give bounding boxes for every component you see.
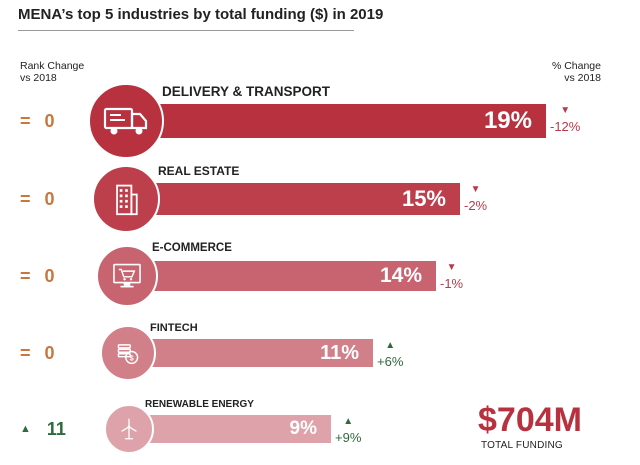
icon-circle-5 <box>104 404 154 454</box>
shopping-cart-icon <box>112 262 143 290</box>
icon-circle-1 <box>88 83 164 159</box>
rank-change-symbol: = <box>20 188 31 209</box>
bar-value-label: 19% <box>483 107 532 134</box>
bar-1: 19% <box>160 104 546 138</box>
industry-label: FINTECH <box>150 322 198 334</box>
icon-circle-2 <box>92 165 160 233</box>
pct-change-value: -1% <box>440 276 464 291</box>
rank-change-symbol: = <box>20 110 31 131</box>
industry-label: REAL ESTATE <box>158 164 240 178</box>
pct-change-5: ▲ +9% <box>335 416 362 446</box>
bar-3: 14% <box>152 261 436 291</box>
pct-change-4: ▲ +6% <box>377 340 404 370</box>
svg-text:$: $ <box>130 353 134 362</box>
industry-label: DELIVERY & TRANSPORT <box>162 84 331 99</box>
rank-change-value: 0 <box>44 265 55 286</box>
rank-change-symbol: ▲ <box>20 423 31 435</box>
bar-4: 11% <box>150 339 373 367</box>
pct-change-1: ▼ -12% <box>550 105 581 135</box>
rank-change-2: = 0 <box>20 187 90 211</box>
icon-circle-3 <box>96 245 158 307</box>
rank-change-3: = 0 <box>20 264 90 288</box>
industry-label: RENEWABLE ENERGY <box>145 399 254 410</box>
total-funding-value: $704M <box>478 401 582 439</box>
pct-change-value: +9% <box>335 430 362 445</box>
pct-change-value: +6% <box>377 354 404 369</box>
bar-value-label: 11% <box>320 341 359 364</box>
coins-icon: $ <box>115 340 140 365</box>
rank-change-4: = 0 <box>20 341 90 365</box>
building-icon <box>112 182 141 216</box>
rank-change-symbol: = <box>20 265 31 286</box>
triangle-down-icon: ▼ <box>470 184 481 195</box>
pct-change-2: ▼ -2% <box>464 184 488 214</box>
pct-change-value: -12% <box>550 119 581 134</box>
triangle-up-icon: ▲ <box>343 416 354 427</box>
bar-value-label: 14% <box>379 264 422 287</box>
pct-change-header: % Change vs 2018 <box>551 60 601 84</box>
triangle-down-icon: ▼ <box>560 105 571 116</box>
rank-change-value: 0 <box>44 110 55 131</box>
truck-icon <box>103 105 149 137</box>
bar-value-label: 15% <box>401 186 446 211</box>
rank-change-value: 11 <box>46 418 66 439</box>
icon-circle-4: $ <box>100 325 156 381</box>
pct-change-value: -2% <box>464 198 488 213</box>
triangle-up-icon: ▲ <box>385 340 396 351</box>
wind-turbine-icon <box>119 418 140 440</box>
rank-change-1: = 0 <box>20 109 90 133</box>
title-divider <box>18 30 354 31</box>
rank-change-value: 0 <box>44 188 55 209</box>
bar-2: 15% <box>155 183 460 215</box>
bar-value-label: 9% <box>289 418 317 439</box>
rank-change-5: ▲ 11 <box>20 417 90 441</box>
rank-change-value: 0 <box>44 342 55 363</box>
industry-label: E-COMMERCE <box>152 242 232 254</box>
rank-change-header: Rank Change vs 2018 <box>20 60 85 84</box>
rank-change-symbol: = <box>20 342 31 363</box>
total-funding-label: TOTAL FUNDING <box>481 440 563 451</box>
pct-change-3: ▼ -1% <box>440 262 464 292</box>
triangle-down-icon: ▼ <box>446 262 457 273</box>
bar-5: 9% <box>148 415 331 443</box>
chart-title: MENA’s top 5 industries by total funding… <box>18 6 384 23</box>
